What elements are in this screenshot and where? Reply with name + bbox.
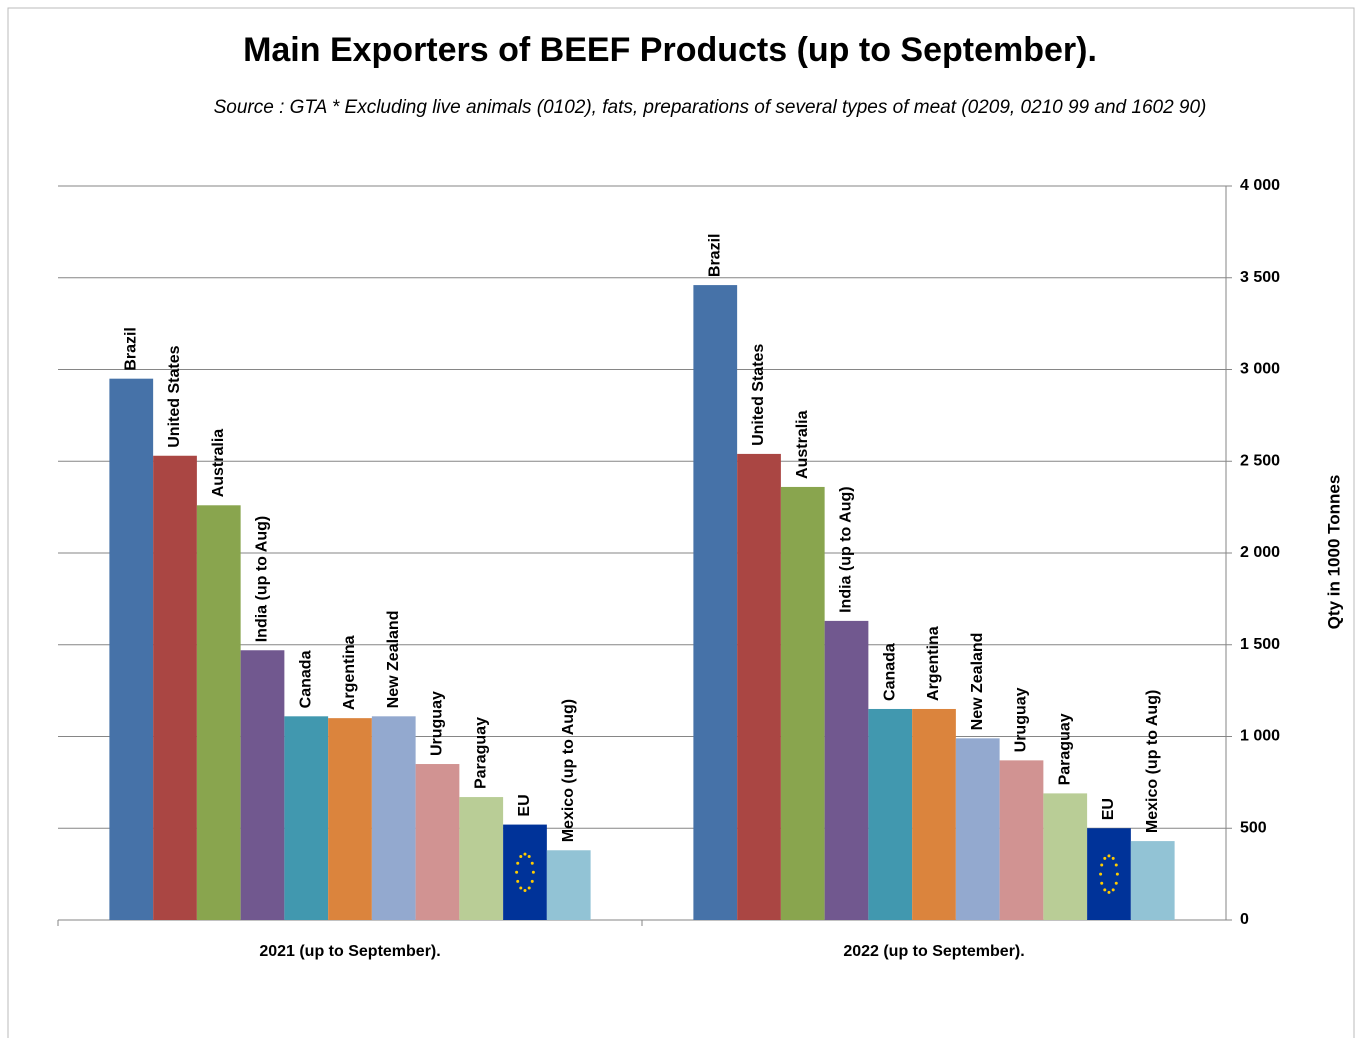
bar-label: New Zealand xyxy=(385,611,402,709)
bar xyxy=(868,708,913,920)
bar-label: Australia xyxy=(210,429,227,498)
flag-star xyxy=(531,870,535,874)
bar-label: India (up to Aug) xyxy=(254,516,271,642)
bar xyxy=(546,850,591,920)
flag-star xyxy=(1103,856,1107,860)
flag-star xyxy=(1103,888,1107,892)
bar-label: Argentina xyxy=(925,626,942,701)
y-tick-label: 2 500 xyxy=(1240,452,1280,469)
flag-star xyxy=(1111,888,1115,892)
y-tick-label: 4 000 xyxy=(1240,177,1280,194)
bar xyxy=(153,455,197,920)
flag-star xyxy=(530,861,534,865)
bar xyxy=(955,738,1000,920)
flag-star xyxy=(516,861,520,865)
bar-label: EU xyxy=(1100,798,1117,820)
flag-star xyxy=(1111,856,1115,860)
y-axis-label: Qty in 1000 Tonnes xyxy=(1324,475,1343,630)
x-tick-label: 2021 (up to September). xyxy=(259,943,440,960)
flag-star xyxy=(1107,854,1111,858)
bar-label: India (up to Aug) xyxy=(838,486,855,612)
bar xyxy=(999,760,1044,920)
flag-star xyxy=(527,855,531,859)
bar xyxy=(780,486,825,920)
x-tick-label: 2022 (up to September). xyxy=(843,943,1024,960)
bar xyxy=(503,824,547,920)
flag-star xyxy=(530,879,534,883)
bar-label: Brazil xyxy=(706,234,723,278)
bar xyxy=(415,764,460,920)
flag-star xyxy=(1115,872,1119,876)
y-tick-label: 1 000 xyxy=(1240,728,1280,745)
bar-label: Uruguay xyxy=(429,691,446,756)
flag-star xyxy=(1100,863,1104,867)
flag-star xyxy=(1100,881,1104,885)
bar-label: Canada xyxy=(881,643,898,701)
bar xyxy=(1130,841,1175,920)
flag-star xyxy=(519,886,523,890)
bar-label: Paraguay xyxy=(472,717,489,789)
y-tick-label: 3 500 xyxy=(1240,269,1280,286)
flag-star xyxy=(1107,890,1111,894)
bar-label: Canada xyxy=(297,650,314,708)
flag-star xyxy=(519,855,523,859)
bar-label: United States xyxy=(750,344,767,446)
chart-title: Main Exporters of BEEF Products (up to S… xyxy=(243,31,1097,69)
flag-star xyxy=(516,879,520,883)
bar xyxy=(912,708,956,920)
bar xyxy=(284,716,329,920)
bar xyxy=(459,797,504,920)
bar-label: Mexico (up to Aug) xyxy=(1144,690,1161,833)
chart-subtitle: Source : GTA * Excluding live animals (0… xyxy=(214,97,1207,118)
bar-label: United States xyxy=(166,345,183,447)
flag-star xyxy=(523,888,527,892)
bar-label: EU xyxy=(516,794,533,816)
flag-star xyxy=(515,870,519,874)
bar-label: Australia xyxy=(794,410,811,479)
flag-star xyxy=(1114,881,1118,885)
y-tick-label: 0 xyxy=(1240,911,1249,928)
bar-label: Paraguay xyxy=(1056,713,1073,785)
flag-star xyxy=(523,852,527,856)
bar-label: Brazil xyxy=(122,327,139,371)
bar xyxy=(1087,828,1131,920)
bar xyxy=(693,285,738,921)
chart-border xyxy=(7,7,1355,1038)
y-tick-label: 1 500 xyxy=(1240,636,1280,653)
bar-label: Argentina xyxy=(341,635,358,710)
bar xyxy=(824,620,869,920)
bar xyxy=(240,650,285,920)
bar xyxy=(109,378,154,920)
bar xyxy=(196,505,241,920)
bar xyxy=(737,453,781,920)
flag-star xyxy=(1114,863,1118,867)
bar-label: New Zealand xyxy=(969,633,986,731)
bar-label: Mexico (up to Aug) xyxy=(560,699,577,842)
flag-star xyxy=(527,886,531,890)
flag-star xyxy=(1099,872,1103,876)
y-tick-label: 500 xyxy=(1240,819,1267,836)
y-tick-label: 2 000 xyxy=(1240,544,1280,561)
bar-label: Uruguay xyxy=(1013,687,1030,752)
bar xyxy=(1043,793,1088,920)
y-tick-label: 3 000 xyxy=(1240,361,1280,378)
bar xyxy=(328,718,372,920)
bar xyxy=(371,716,416,920)
